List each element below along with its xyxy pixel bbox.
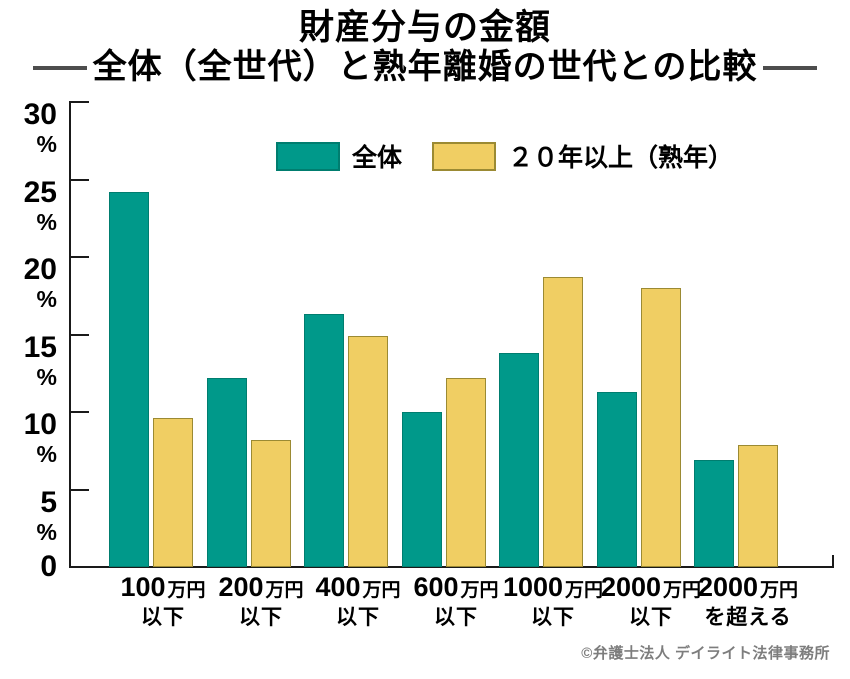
y-tick-label-20: 20% <box>23 253 57 312</box>
y-tick-10 <box>71 411 89 413</box>
title-dash-left-icon <box>32 65 87 70</box>
x-tick-label-1000万円以下: 1000 万円 以下 <box>502 572 604 629</box>
bar-jukunen-2000万円を超える <box>738 445 778 567</box>
y-axis-line <box>69 101 71 568</box>
x-tick-label-2000万円以下: 2000 万円 以下 <box>600 572 702 629</box>
y-tick-label-15: 15% <box>23 330 57 390</box>
copyright-credit: ©弁護士法人 デイライト法律事務所 <box>581 645 830 662</box>
bar-zentai-400万円以下 <box>304 314 344 567</box>
y-tick-label-5: 5% <box>36 485 57 545</box>
bar-jukunen-400万円以下 <box>348 336 388 567</box>
x-axis-end-tick <box>832 555 834 567</box>
bar-zentai-200万円以下 <box>207 378 247 567</box>
bar-jukunen-600万円以下 <box>446 378 486 567</box>
x-tick-label-400万円以下: 400 万円 以下 <box>315 572 401 629</box>
legend-swatch-zentai <box>276 141 340 171</box>
bar-jukunen-200万円以下 <box>251 440 291 567</box>
y-tick-15 <box>71 333 89 336</box>
y-tick-20 <box>71 256 89 258</box>
y-tick-label-10: 10% <box>23 408 57 467</box>
x-tick-label-200万円以下: 200 万円 以下 <box>218 572 304 629</box>
legend-label-jukunen: ２０年以上（熟年） <box>508 144 734 172</box>
bar-zentai-100万円以下 <box>109 192 149 567</box>
legend-item-zentai: 全体 <box>276 138 402 174</box>
bar-zentai-600万円以下 <box>402 412 442 567</box>
y-tick-label-0: 0 <box>40 550 57 583</box>
y-tick-label-25: 25% <box>23 175 57 235</box>
bar-jukunen-100万円以下 <box>153 418 193 567</box>
legend-item-jukunen: ２０年以上（熟年） <box>432 138 733 174</box>
chart-title-line1: 財産分与の金額 <box>298 8 551 47</box>
bar-zentai-2000万円を超える <box>694 460 734 567</box>
y-tick-5 <box>71 488 89 491</box>
x-tick-label-2000万円を超える: 2000 万円 を超える <box>697 572 799 629</box>
bar-zentai-1000万円以下 <box>499 353 539 567</box>
legend-swatch-jukunen <box>432 141 497 171</box>
bar-jukunen-2000万円以下 <box>641 288 681 567</box>
legend-label-zentai: 全体 <box>352 144 403 172</box>
x-tick-label-100万円以下: 100 万円 以下 <box>120 572 206 629</box>
x-tick-label-600万円以下: 600 万円 以下 <box>413 572 499 629</box>
bar-jukunen-1000万円以下 <box>543 277 583 567</box>
title-dash-right-icon <box>763 65 818 70</box>
y-tick-30 <box>71 101 89 103</box>
legend: 全体 ２０年以上（熟年） <box>276 138 733 174</box>
y-tick-label-30: 30% <box>23 98 57 157</box>
chart-title-line2: 全体（全世代）と熟年離婚の世代との比較 <box>0 48 850 87</box>
bar-zentai-2000万円以下 <box>597 392 637 567</box>
chart-title: 財産分与の金額 全体（全世代）と熟年離婚の世代との比較 <box>0 8 850 87</box>
x-axis-line <box>69 566 834 568</box>
y-tick-25 <box>71 178 89 181</box>
chart-title-line2-text: 全体（全世代）と熟年離婚の世代との比較 <box>92 48 758 87</box>
